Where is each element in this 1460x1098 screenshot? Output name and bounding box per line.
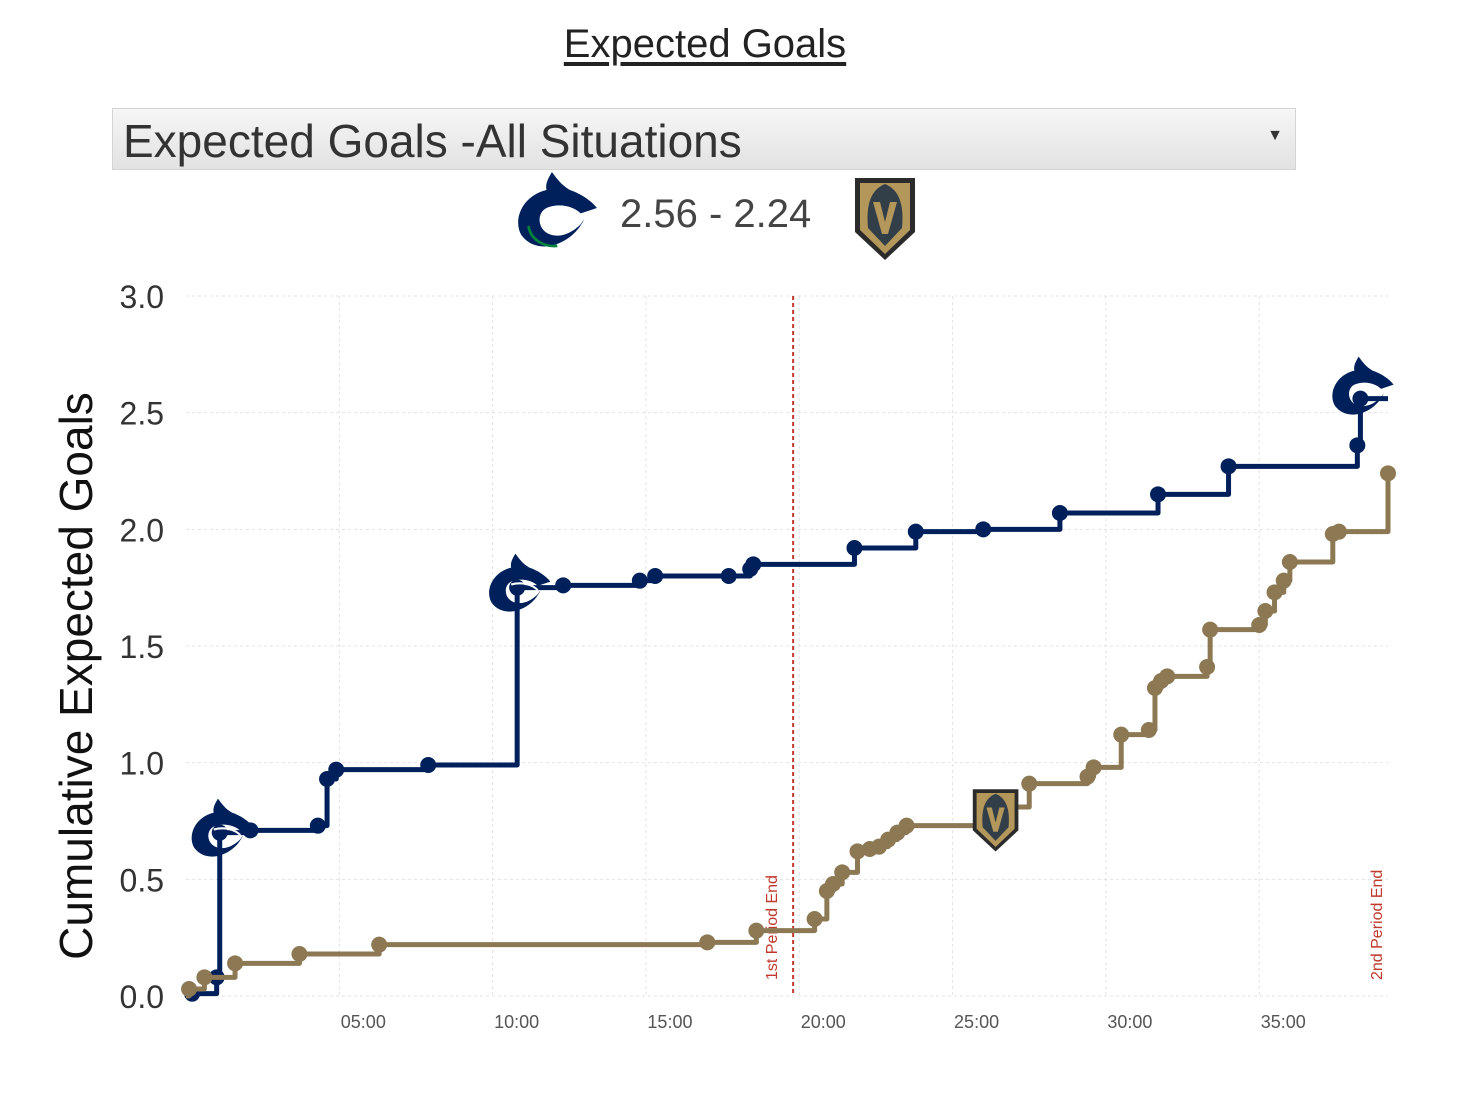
y-tick-label: 1.5 [120, 629, 164, 665]
chart-title: Expected Goals [563, 22, 847, 66]
data-point [849, 843, 866, 860]
data-point [1051, 505, 1068, 521]
period-end-label: 1st Period End [764, 875, 781, 980]
data-point [420, 757, 437, 773]
x-tick-label: 10:00 [494, 1012, 539, 1032]
x-tick-label: 15:00 [647, 1012, 692, 1032]
golden-knights-helmet-logo-icon [855, 178, 915, 260]
data-point [1349, 437, 1366, 454]
data-point [975, 521, 992, 538]
canucks-goal-marker-icon [1332, 356, 1394, 415]
data-point [181, 981, 198, 997]
data-point [1150, 486, 1167, 503]
data-point [227, 955, 244, 972]
data-point [328, 761, 345, 778]
period-end-label: 2nd Period End [1369, 870, 1386, 980]
series-line-1 [186, 473, 1391, 999]
y-tick-label: 0.5 [120, 862, 164, 898]
data-point [834, 864, 851, 881]
data-point [745, 556, 762, 573]
data-point [1330, 523, 1347, 540]
data-point [1202, 621, 1219, 638]
y-tick-label: 1.0 [120, 746, 164, 782]
canucks-goal-marker-icon [489, 553, 551, 612]
data-point [1085, 759, 1102, 776]
data-point [1199, 659, 1216, 675]
data-point [555, 577, 572, 594]
data-point [898, 817, 915, 834]
data-point [699, 934, 716, 951]
data-point [907, 523, 924, 540]
knights-goal-marker-icon [972, 789, 1019, 852]
y-tick-label: 2.5 [120, 396, 164, 432]
y-tick-label: 3.0 [120, 279, 164, 315]
data-point [1021, 775, 1038, 792]
data-point [1266, 584, 1283, 601]
data-point [1275, 572, 1292, 589]
data-point [309, 817, 326, 834]
data-point [806, 911, 823, 927]
data-point [1220, 458, 1237, 475]
data-point [748, 922, 765, 939]
data-point [371, 936, 388, 953]
data-point [647, 568, 664, 584]
canucks-orca-logo-icon [518, 172, 597, 248]
y-tick-label: 0.0 [120, 979, 164, 1015]
situation-dropdown[interactable]: Expected Goals -All Situations ▼ [112, 108, 1296, 170]
data-point [631, 572, 648, 589]
data-point [1140, 722, 1157, 738]
data-point [1281, 554, 1298, 570]
data-point [720, 568, 737, 584]
score-display: 2.56 - 2.24 [620, 192, 812, 236]
data-point [1380, 465, 1396, 482]
x-tick-label: 35:00 [1261, 1012, 1306, 1032]
data-point [1159, 668, 1176, 685]
y-tick-label: 2.0 [120, 512, 164, 548]
data-point [196, 969, 213, 986]
x-tick-label: 20:00 [801, 1012, 846, 1032]
data-point [1352, 390, 1369, 407]
series-line-0 [186, 396, 1388, 999]
data-point [509, 579, 526, 596]
x-tick-label: 25:00 [954, 1012, 999, 1032]
data-point [291, 946, 308, 962]
data-point [1251, 617, 1268, 633]
dropdown-selected-value: Expected Goals -All Situations [123, 115, 742, 167]
data-point [824, 876, 841, 892]
triangle-down-icon[interactable]: ▼ [1267, 127, 1283, 144]
data-point [846, 540, 863, 556]
data-point [1257, 603, 1274, 619]
data-point [211, 824, 228, 841]
data-point [1113, 726, 1130, 743]
y-axis-title: Cumulative Expected Goals [50, 392, 102, 960]
x-tick-label: 30:00 [1107, 1012, 1152, 1032]
canucks-goal-marker-icon [191, 798, 253, 857]
x-tick-label: 05:00 [341, 1012, 386, 1032]
